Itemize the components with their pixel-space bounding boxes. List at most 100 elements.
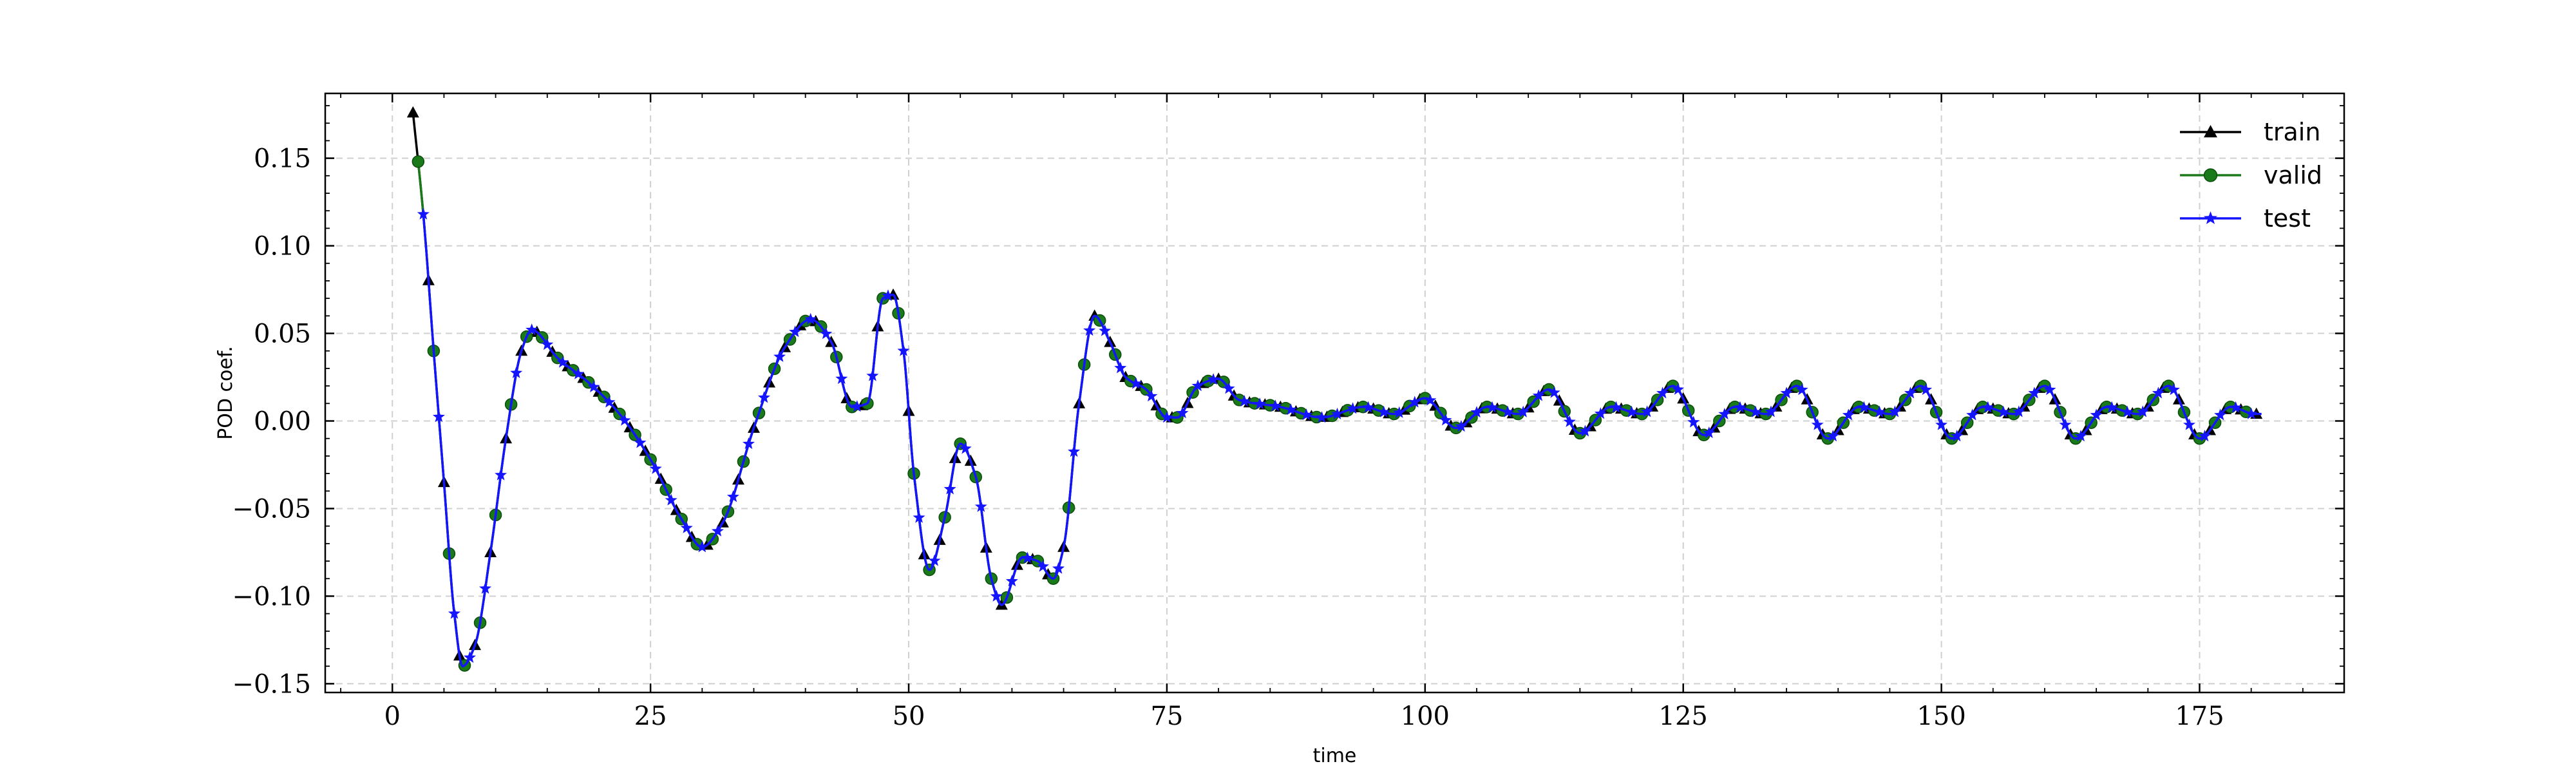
point-test [618, 414, 631, 426]
point-test [743, 437, 755, 450]
series-test [417, 207, 2262, 668]
legend-marker-test [2204, 211, 2217, 224]
point-test [510, 366, 523, 378]
point-test [1625, 405, 1638, 417]
point-test [1099, 324, 1112, 336]
point-test [1222, 382, 1235, 394]
plot-frame [324, 92, 2345, 694]
point-test [1114, 361, 1127, 374]
point-test [1300, 408, 1312, 421]
point-test [1160, 411, 1173, 423]
point-test [804, 312, 817, 325]
point-test [1269, 399, 1282, 412]
point-test [1687, 415, 1700, 428]
point-test [1315, 411, 1328, 423]
point-test [603, 396, 616, 408]
x-tick-label: 125 [1659, 701, 1708, 731]
legend-label-valid: valid [2264, 161, 2322, 189]
point-test [2028, 386, 2041, 399]
x-tick-label: 175 [2175, 701, 2224, 731]
point-test [882, 289, 895, 301]
point-test [2245, 407, 2258, 419]
point-test [1718, 408, 1731, 420]
point-test [974, 500, 987, 512]
legend-item-valid: valid [2180, 161, 2322, 189]
point-test [1795, 383, 1808, 396]
point-test [1780, 386, 1793, 399]
point-test [1253, 397, 1266, 410]
point-test [2199, 430, 2211, 442]
point-test [464, 651, 476, 663]
point-test [1532, 389, 1545, 401]
legend-label-train: train [2264, 118, 2320, 146]
point-test [1145, 390, 1158, 402]
y-tick-label: 0.00 [254, 407, 311, 437]
y-tick-label: 0.15 [254, 144, 311, 174]
point-test [2183, 418, 2195, 430]
y-tick-label: −0.10 [232, 582, 311, 611]
point-test [1362, 401, 1375, 413]
point-test [711, 524, 724, 537]
point-test [726, 490, 739, 502]
x-axis-title: time [1313, 745, 1357, 767]
point-test [1935, 418, 1948, 430]
y-tick-label: 0.05 [254, 320, 311, 349]
point-test [866, 369, 879, 381]
point-test [1610, 401, 1622, 413]
point-test [1749, 405, 1762, 417]
point-test [1826, 430, 1839, 442]
point-test [1068, 445, 1081, 457]
point-test [1594, 407, 1607, 419]
point-test [1842, 408, 1855, 421]
point-test [1765, 405, 1777, 417]
point-test [572, 367, 585, 379]
point-test [928, 554, 941, 566]
point-test [2043, 383, 2056, 396]
point-test [835, 372, 848, 385]
point-test [959, 442, 972, 454]
point-test [1501, 405, 1514, 417]
point-test [1347, 402, 1359, 414]
point-test [1548, 386, 1560, 398]
point-test [913, 511, 925, 523]
y-tick-label: −0.15 [232, 669, 311, 699]
point-test [758, 391, 770, 403]
series-layer [406, 106, 2263, 672]
point-test [1563, 415, 1576, 427]
point-test [2105, 401, 2118, 413]
point-train [406, 106, 419, 118]
point-test [1408, 396, 1421, 408]
x-tick-label: 150 [1917, 701, 1965, 731]
point-test [1811, 418, 1824, 430]
point-test [417, 207, 430, 220]
point-test [2059, 418, 2072, 430]
point-test [2090, 408, 2103, 421]
point-test [587, 380, 600, 392]
point-test [556, 356, 569, 368]
point-test [1238, 395, 1251, 407]
point-test [649, 462, 662, 474]
point-test [1656, 386, 1669, 399]
point-test [2136, 405, 2149, 417]
x-tick-label: 100 [1401, 701, 1450, 731]
point-test [943, 482, 956, 495]
point-test [1455, 420, 1468, 432]
point-test [1393, 406, 1406, 418]
x-tick-label: 50 [893, 701, 925, 731]
point-test [1130, 377, 1142, 389]
y-tick-label: −0.05 [232, 494, 311, 524]
point-test [990, 589, 1003, 602]
point-valid [412, 155, 425, 168]
point-test [1873, 405, 1886, 417]
point-test [1439, 414, 1452, 426]
point-test [526, 323, 538, 336]
point-test [1052, 562, 1065, 574]
series-line-train [412, 112, 2257, 668]
legend-item-test: test [2180, 204, 2311, 233]
point-test [448, 607, 460, 619]
point-test [789, 325, 802, 338]
point-test [1207, 373, 1220, 385]
point-test [680, 521, 693, 533]
